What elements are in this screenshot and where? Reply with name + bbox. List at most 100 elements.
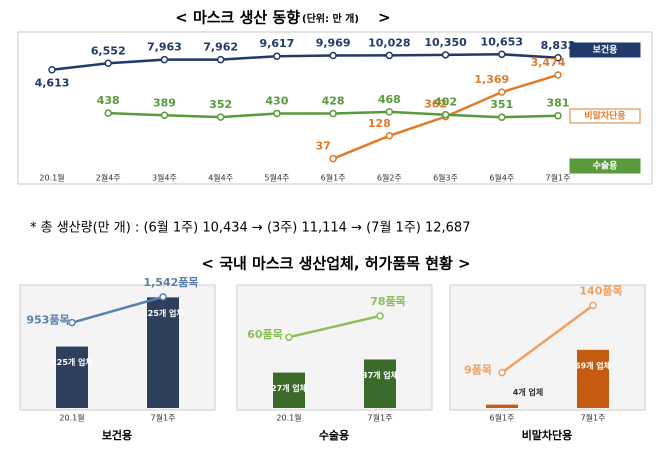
legend-label: 비말차단용 bbox=[584, 110, 625, 122]
legend-swatch bbox=[569, 108, 641, 124]
point bbox=[68, 318, 76, 327]
point bbox=[554, 54, 562, 62]
point bbox=[554, 71, 562, 79]
point bbox=[589, 301, 597, 310]
data-label: 10,653 bbox=[481, 35, 523, 48]
point bbox=[159, 293, 167, 301]
x-tick-label: 7월1주 bbox=[151, 413, 176, 423]
x-tick-label: 4월4주 bbox=[208, 173, 233, 183]
data-label: 9,969 bbox=[316, 37, 351, 50]
data-label: 351 bbox=[490, 98, 513, 111]
x-tick-label: 7월1주 bbox=[368, 413, 393, 423]
bar bbox=[577, 349, 609, 408]
bar bbox=[56, 346, 88, 408]
x-tick-label: 2월4주 bbox=[96, 173, 121, 183]
x-tick-label: 6월1주 bbox=[490, 413, 515, 423]
line-label: 60품목 bbox=[247, 328, 283, 341]
data-label: 468 bbox=[378, 93, 401, 106]
line-label: 140품목 bbox=[579, 284, 622, 297]
panel-label: 수술용 bbox=[319, 429, 349, 442]
data-label: 1,369 bbox=[474, 73, 509, 86]
point bbox=[285, 333, 293, 341]
bar-label: 37개 업체 bbox=[362, 370, 398, 380]
point bbox=[329, 51, 337, 60]
x-tick-label: 6월4주 bbox=[489, 173, 514, 183]
data-label: 8,832 bbox=[541, 39, 576, 52]
x-tick-label: 20.1월 bbox=[276, 413, 301, 423]
point bbox=[385, 51, 394, 60]
title-end: > bbox=[378, 9, 391, 27]
point bbox=[441, 51, 450, 59]
line-label: 9품목 bbox=[464, 364, 492, 377]
bar-label: 69개 업체 bbox=[575, 360, 611, 370]
point bbox=[160, 111, 169, 120]
point bbox=[385, 108, 394, 116]
bar bbox=[486, 404, 518, 408]
panel bbox=[236, 284, 433, 411]
chart-title: < 마스크 생산 동향 bbox=[175, 9, 300, 27]
legend-label: 수술용 bbox=[593, 160, 618, 172]
point bbox=[104, 109, 112, 117]
data-label: 381 bbox=[547, 97, 570, 110]
x-tick-label: 3월4주 bbox=[152, 173, 177, 183]
series-line bbox=[71, 295, 164, 324]
data-label: 362 bbox=[424, 98, 447, 111]
point bbox=[498, 113, 506, 121]
x-tick-label: 6월3주 bbox=[433, 173, 458, 183]
bar-label: 27개 업체 bbox=[271, 383, 307, 393]
x-tick-label: 5월4주 bbox=[264, 173, 289, 183]
series-line bbox=[501, 304, 594, 374]
panel bbox=[449, 284, 646, 411]
legend-swatch bbox=[569, 158, 641, 174]
unit: (단위: 만 개) bbox=[302, 12, 359, 25]
legend-label: 보건용 bbox=[593, 44, 618, 56]
data-label: 428 bbox=[322, 95, 345, 108]
data-label: 438 bbox=[97, 94, 120, 107]
point bbox=[216, 55, 225, 64]
point bbox=[498, 88, 506, 96]
series-line bbox=[288, 314, 381, 339]
point bbox=[160, 55, 169, 64]
data-label: 4,613 bbox=[35, 77, 70, 90]
point bbox=[376, 312, 384, 320]
section-title: < 국내 마스크 생산업체, 허가품목 현황 > bbox=[201, 255, 470, 273]
point bbox=[441, 110, 450, 119]
x-tick-label: 6월2주 bbox=[377, 173, 402, 183]
data-label: 10,028 bbox=[368, 36, 410, 49]
data-label: 128 bbox=[368, 117, 391, 130]
data-label: 389 bbox=[153, 96, 176, 109]
data-label: 7,963 bbox=[147, 41, 182, 54]
x-tick-label: 7월1주 bbox=[546, 173, 571, 183]
data-label: 352 bbox=[209, 98, 232, 111]
panel bbox=[19, 284, 216, 411]
bar-label: 4개 업체 bbox=[513, 387, 543, 397]
point bbox=[216, 113, 225, 121]
data-label: 7,962 bbox=[203, 41, 238, 54]
data-label: 6,552 bbox=[91, 44, 126, 57]
data-label: 3,474 bbox=[531, 56, 566, 69]
point bbox=[498, 368, 506, 377]
point bbox=[329, 154, 337, 163]
panel-label: 보건용 bbox=[102, 428, 132, 442]
summary: * 총 생산량(만 개) : (6월 1주) 10,434 → (3주) 11,… bbox=[30, 221, 470, 236]
line-label: 1,542품목 bbox=[143, 276, 198, 289]
point bbox=[498, 50, 506, 59]
x-tick-label: 20.1월 bbox=[59, 413, 84, 423]
point bbox=[329, 109, 337, 118]
bar-label: 125개 업체 bbox=[51, 357, 93, 367]
point bbox=[273, 52, 281, 60]
bar-label: 225개 업체 bbox=[142, 308, 184, 318]
point bbox=[385, 132, 394, 140]
data-label: 37 bbox=[315, 140, 330, 153]
line-label: 78품목 bbox=[370, 295, 406, 308]
point bbox=[554, 111, 562, 120]
data-label: 10,350 bbox=[424, 36, 467, 49]
point bbox=[48, 65, 56, 74]
panel-label: 비말차단용 bbox=[522, 428, 573, 442]
x-tick-label: 6월1주 bbox=[321, 173, 346, 183]
bar bbox=[147, 297, 179, 408]
data-label: 430 bbox=[265, 94, 288, 107]
point bbox=[104, 59, 112, 68]
data-label: 402 bbox=[434, 96, 457, 109]
